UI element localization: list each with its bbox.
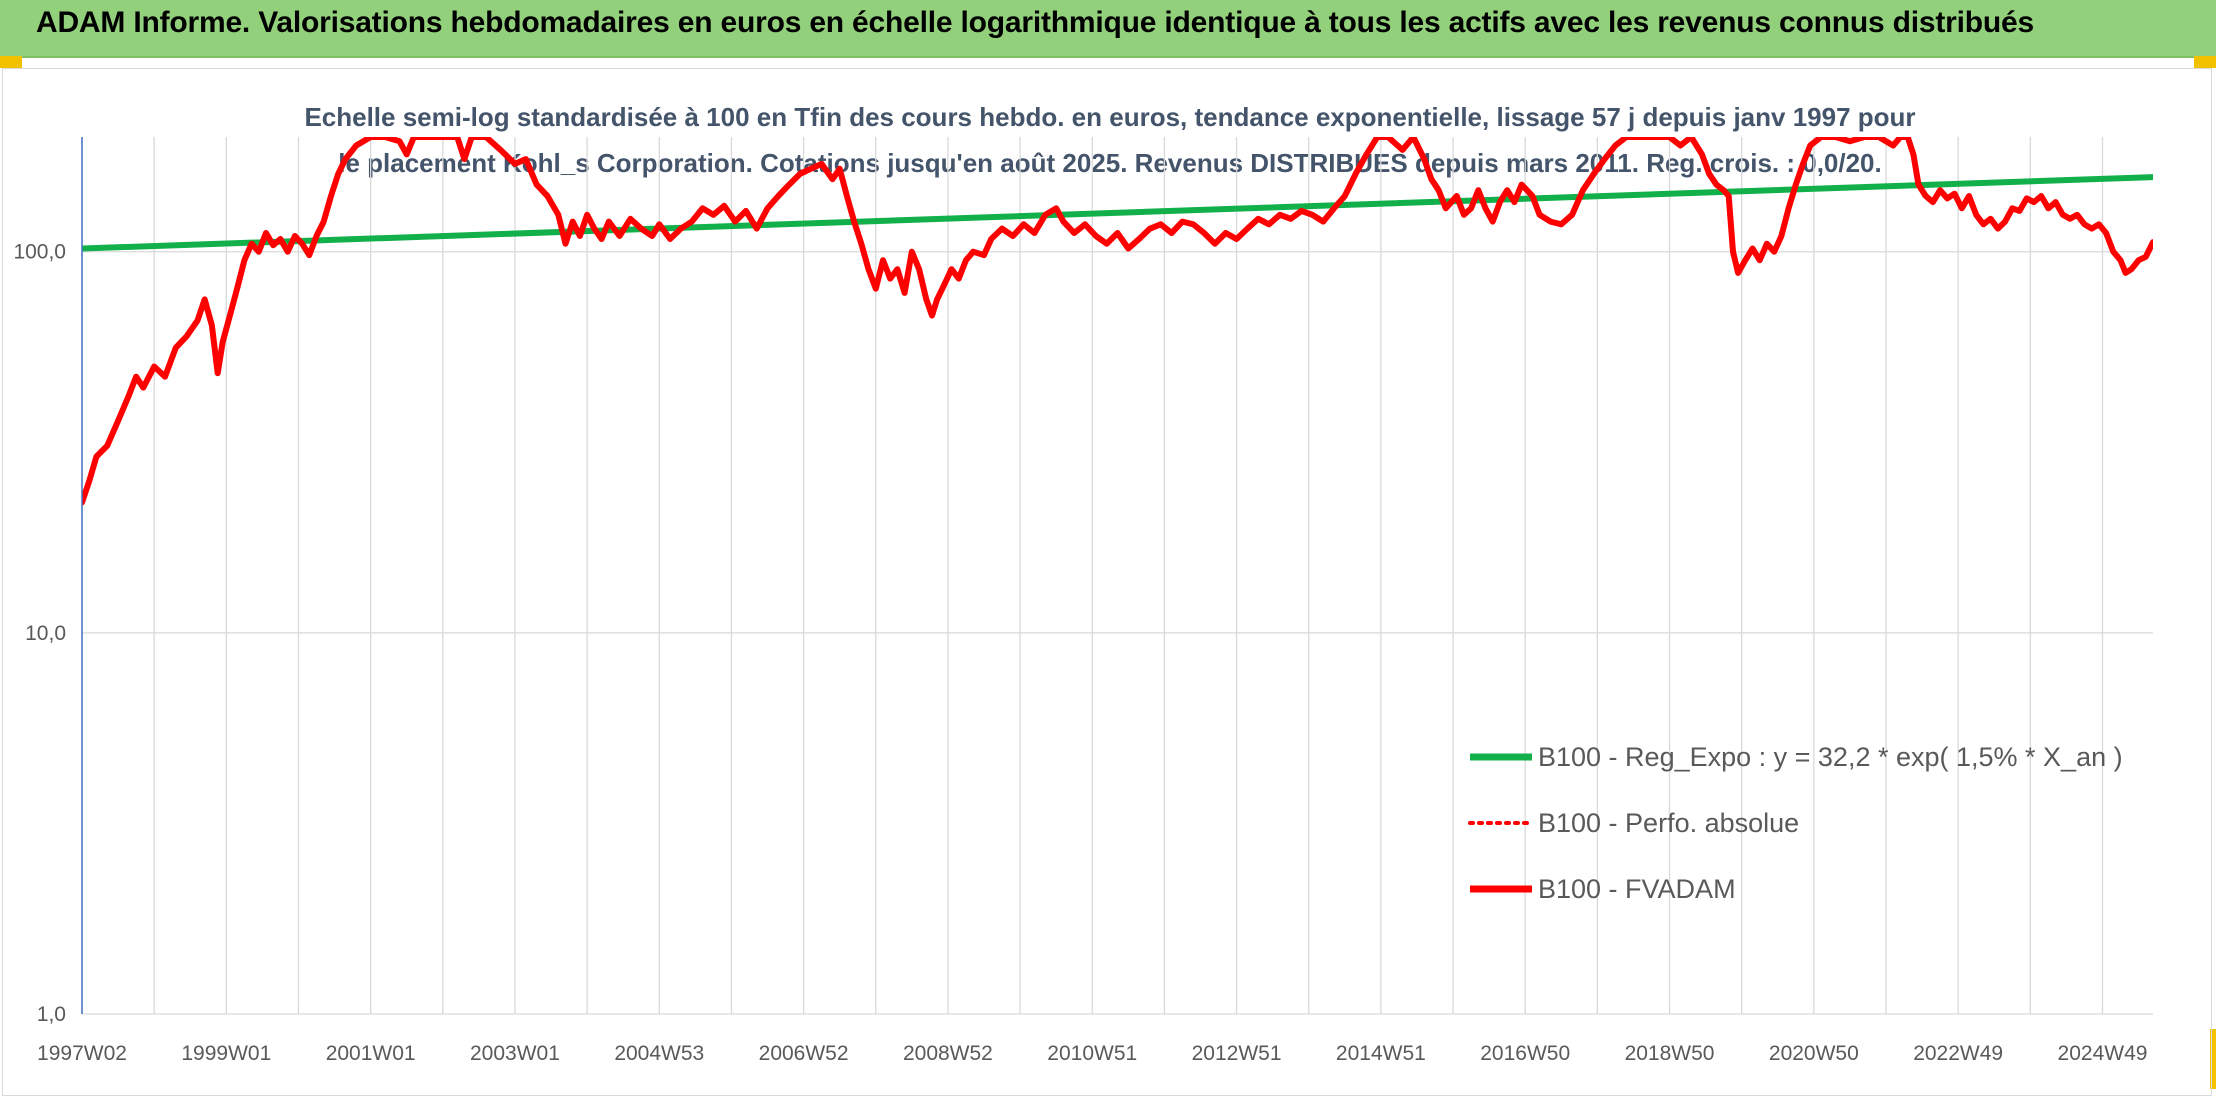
grid-layer bbox=[81, 137, 2153, 1015]
header-bar: ADAM Informe. Valorisations hebdomadaire… bbox=[0, 0, 2216, 58]
corner-marker-bottom-right bbox=[2210, 1029, 2216, 1089]
series-line-2 bbox=[82, 137, 2153, 506]
x-tick-label: 2003W01 bbox=[470, 1042, 560, 1065]
corner-marker-right bbox=[2194, 56, 2216, 68]
chart-frame bbox=[2, 68, 2212, 1096]
legend-label-2: B100 - FVADAM bbox=[1538, 874, 1736, 904]
y-tick-label: 100,0 bbox=[13, 241, 66, 264]
legend-label-1: B100 - Perfo. absolue bbox=[1538, 808, 1799, 838]
x-tick-label: 2008W52 bbox=[903, 1042, 993, 1065]
page-title: ADAM Informe. Valorisations hebdomadaire… bbox=[36, 6, 2034, 39]
x-tick-label: 2014W51 bbox=[1336, 1042, 1426, 1065]
x-tick-label: 1997W02 bbox=[37, 1042, 127, 1065]
legend-label-0: B100 - Reg_Expo : y = 32,2 * exp( 1,5% *… bbox=[1538, 742, 2123, 772]
chart-title: Echelle semi-log standardisée à 100 en T… bbox=[304, 102, 1916, 178]
x-tick-label: 2004W53 bbox=[614, 1042, 704, 1065]
series-line-0 bbox=[82, 174, 2153, 252]
x-tick-label: 2018W50 bbox=[1625, 1042, 1715, 1065]
legend: B100 - Reg_Expo : y = 32,2 * exp( 1,5% *… bbox=[1468, 742, 2123, 904]
series-layer bbox=[82, 137, 2153, 506]
x-tick-label: 2016W50 bbox=[1480, 1042, 1570, 1065]
x-tick-label: 2012W51 bbox=[1192, 1042, 1282, 1065]
x-tick-label: 2022W49 bbox=[1913, 1042, 2003, 1065]
axis-layer: 1,0 10,0 100,0 1997W02 1999W01 2001W01 2003W01… bbox=[13, 137, 2147, 1065]
x-tick-label: 1999W01 bbox=[181, 1042, 271, 1065]
y-tick-label: 10,0 bbox=[25, 622, 66, 645]
x-tick-label: 2024W49 bbox=[2058, 1042, 2148, 1065]
x-tick-label: 2020W50 bbox=[1769, 1042, 1859, 1065]
x-tick-label: 2001W01 bbox=[326, 1042, 416, 1065]
x-tick-label: 2006W52 bbox=[759, 1042, 849, 1065]
y-tick-label: 1,0 bbox=[37, 1003, 66, 1026]
x-tick-label: 2010W51 bbox=[1047, 1042, 1137, 1065]
corner-marker-left bbox=[0, 56, 22, 68]
